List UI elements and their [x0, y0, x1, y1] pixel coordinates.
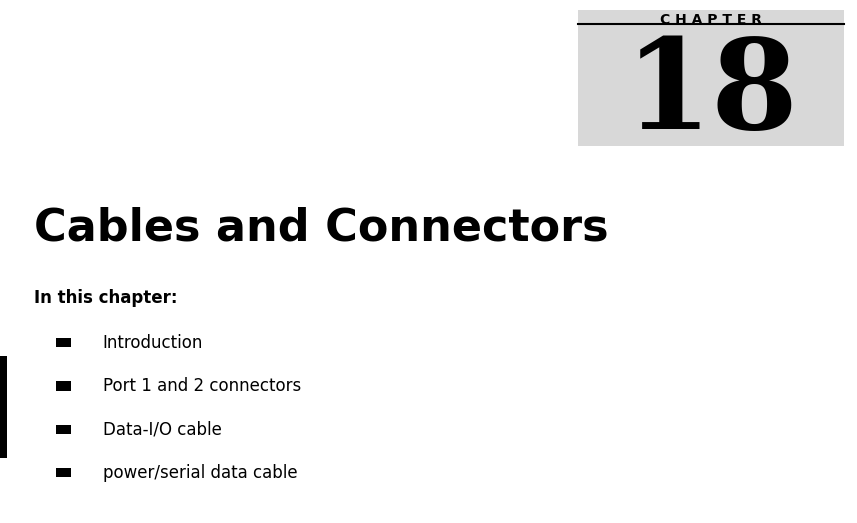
Bar: [0, 356, 7, 458]
Bar: [56, 338, 71, 347]
Text: Port 1 and 2 connectors: Port 1 and 2 connectors: [103, 377, 301, 395]
Bar: [56, 381, 71, 391]
Text: In this chapter:: In this chapter:: [34, 289, 177, 307]
FancyBboxPatch shape: [578, 10, 844, 146]
Text: power/serial data cable: power/serial data cable: [103, 464, 297, 482]
Bar: [56, 468, 71, 477]
Text: Introduction: Introduction: [103, 334, 203, 351]
Text: Cables and Connectors: Cables and Connectors: [34, 206, 609, 249]
Text: C H A P T E R: C H A P T E R: [660, 13, 763, 27]
Text: Data-I/O cable: Data-I/O cable: [103, 420, 222, 438]
Text: 18: 18: [624, 33, 799, 155]
Bar: [56, 425, 71, 434]
